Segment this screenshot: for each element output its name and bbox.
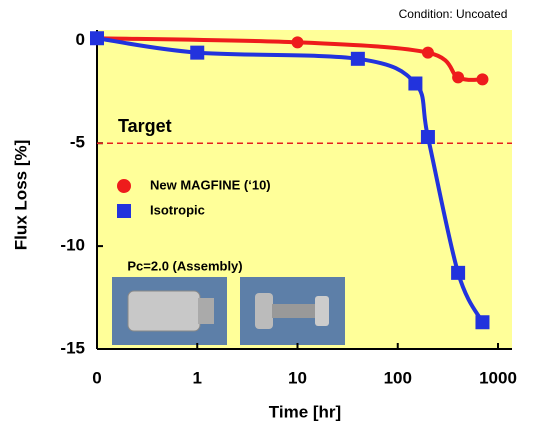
point (408, 76, 423, 91)
point (90, 31, 104, 46)
point (350, 51, 365, 66)
x-tick-label: 1 (193, 368, 202, 387)
point (291, 36, 304, 49)
target-label: Target (118, 116, 172, 136)
y-tick-label: 0 (76, 30, 85, 49)
photo-part (315, 296, 329, 326)
legend-label: New MAGFINE (‘10) (150, 177, 271, 192)
x-tick-label: 0 (92, 368, 101, 387)
x-tick-label: 10 (288, 368, 307, 387)
photo-part (127, 290, 201, 332)
legend-label: Isotropic (150, 202, 205, 217)
point (452, 71, 465, 84)
x-axis-title: Time [hr] (269, 402, 341, 421)
x-tick-label: 1000 (479, 368, 517, 387)
point (475, 315, 490, 330)
legend-marker (117, 204, 131, 218)
legend-marker (117, 179, 131, 193)
annotation: Condition: Uncoated (399, 7, 508, 21)
photo-part (198, 298, 214, 324)
y-axis-title: Flux Loss [%] (11, 140, 30, 251)
x-tick-label: 100 (384, 368, 412, 387)
y-tick-label: -15 (60, 338, 85, 357)
inset-label: Pc=2.0 (Assembly) (127, 258, 242, 273)
point (420, 130, 435, 145)
point (421, 46, 434, 59)
photo-part (272, 304, 322, 318)
point (476, 73, 489, 86)
inset: Pc=2.0 (Assembly) (112, 258, 345, 345)
point (190, 45, 205, 60)
y-tick-label: -5 (70, 133, 85, 152)
photo-part (255, 293, 273, 329)
y-tick-label: -10 (60, 236, 85, 255)
point (451, 265, 466, 280)
